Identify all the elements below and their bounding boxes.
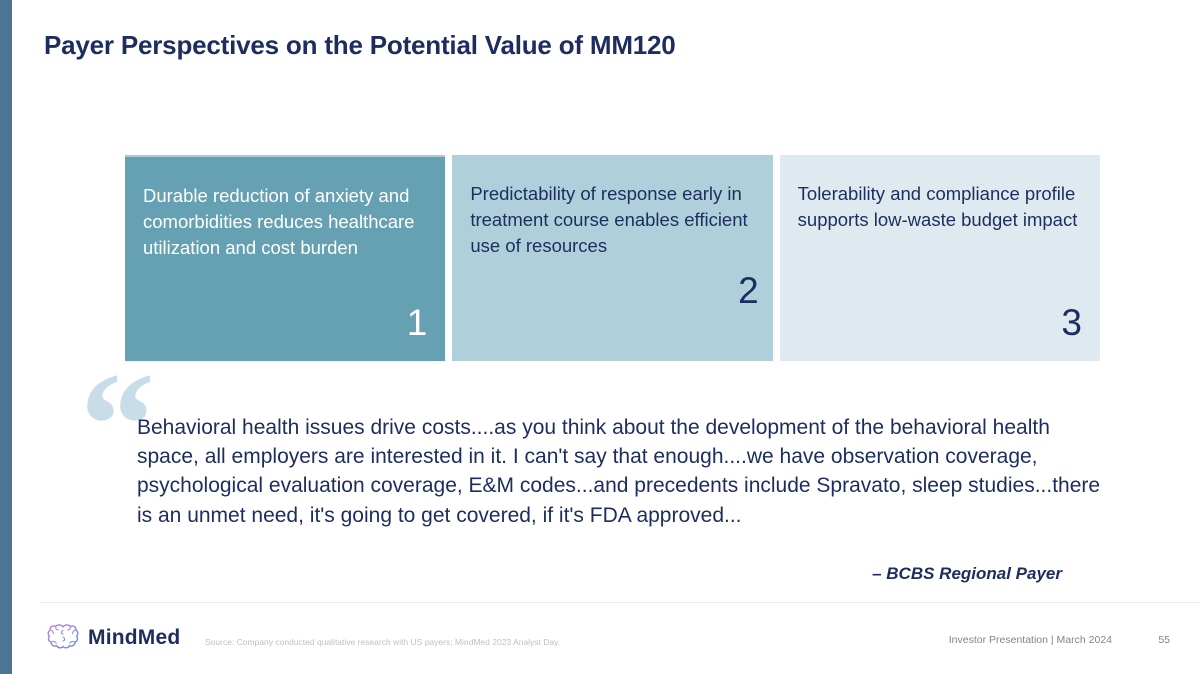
value-box-3: Tolerability and compliance profile supp… xyxy=(779,155,1100,361)
mindmed-logo: MindMed xyxy=(46,622,180,654)
presentation-info: Investor Presentation | March 2024 xyxy=(948,634,1112,646)
value-box-1-text: Durable reduction of anxiety and comorbi… xyxy=(143,185,415,258)
value-box-2: Predictability of response early in trea… xyxy=(452,155,773,361)
quote-mark-icon: “ xyxy=(80,342,155,508)
source-note: Source: Company conducted qualitative re… xyxy=(205,637,561,647)
value-box-1-number: 1 xyxy=(406,302,428,343)
value-box-1: Durable reduction of anxiety and comorbi… xyxy=(125,155,446,361)
value-boxes-row: Durable reduction of anxiety and comorbi… xyxy=(125,155,1100,361)
brain-icon xyxy=(47,624,79,649)
page-number: 55 xyxy=(1158,634,1170,646)
value-box-3-number: 3 xyxy=(1061,302,1082,343)
value-box-2-number: 2 xyxy=(738,270,759,311)
mindmed-wordmark: MindMed xyxy=(88,626,181,649)
quote-attribution: – BCBS Regional Payer xyxy=(872,564,1062,583)
payer-quote-text: Behavioral health issues drive costs....… xyxy=(137,416,1101,527)
page-title: Payer Perspectives on the Potential Valu… xyxy=(44,30,676,60)
value-box-3-text: Tolerability and compliance profile supp… xyxy=(797,183,1078,230)
value-box-2-text: Predictability of response early in trea… xyxy=(470,183,748,256)
slide-accent-bar xyxy=(0,0,12,674)
footer-divider xyxy=(40,602,1200,603)
